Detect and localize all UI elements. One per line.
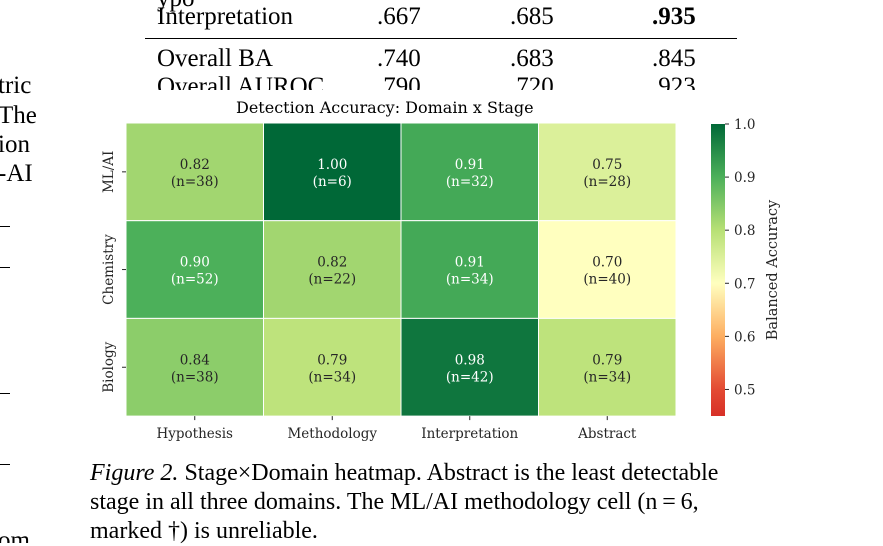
cell-n-label: (n=34): [446, 272, 494, 288]
cell-n-label: (n=28): [583, 174, 631, 190]
cell-n-label: (n=40): [583, 272, 631, 288]
cell-n-label: (n=6): [313, 174, 352, 190]
table-cell: .740: [377, 45, 421, 72]
colorbar-tick-label: 0.7: [734, 276, 755, 292]
cell-value-label: 1.00: [317, 157, 347, 173]
heatmap-cell: [538, 122, 677, 222]
heatmap-cell: [400, 122, 539, 222]
chart-title: Detection Accuracy: Domain x Stage: [236, 98, 534, 117]
cell-n-label: (n=38): [171, 369, 219, 385]
caption-line-1: Figure 2. Stage×Domain heatmap. Abstract…: [90, 459, 718, 488]
colorbar-tick-label: 0.6: [734, 329, 755, 345]
heatmap-cell: [263, 122, 402, 222]
heatmap-cell: [263, 220, 402, 319]
cell-n-label: (n=32): [446, 174, 494, 190]
cell-value-label: 0.79: [317, 352, 347, 368]
heatmap-cell: [400, 317, 539, 417]
x-tick-label: Abstract: [577, 426, 637, 442]
heatmap-cell: [125, 122, 264, 222]
y-tick-label: ML/AI: [101, 151, 117, 193]
margin-rule: [0, 226, 10, 227]
cell-value-label: 0.75: [592, 157, 622, 173]
heatmap-cell: [263, 317, 402, 417]
x-tick-label: Methodology: [287, 426, 377, 442]
cell-value-label: 0.84: [180, 352, 210, 368]
heatmap-cell: [538, 220, 677, 319]
cell-n-label: (n=34): [583, 369, 631, 385]
margin-rule: [0, 464, 10, 465]
cell-n-label: (n=52): [171, 272, 219, 288]
x-tick-label: Interpretation: [421, 426, 518, 442]
colorbar-tick-label: 0.9: [734, 170, 755, 186]
heatmap-cell: [125, 220, 264, 319]
margin-line: The: [0, 102, 37, 129]
margin-rule: [0, 267, 10, 268]
margin-line: -AI: [0, 160, 33, 187]
cell-value-label: 0.98: [455, 352, 485, 368]
cell-value-label: 0.82: [180, 157, 210, 173]
table-row-label: Overall BA: [157, 45, 273, 72]
y-tick-label: Biology: [101, 341, 117, 392]
table-row-label: Interpretation: [157, 3, 294, 30]
cell-value-label: 0.91: [455, 255, 485, 271]
cell-n-label: (n=34): [308, 369, 356, 385]
colorbar-label: Balanced Accuracy: [765, 199, 781, 340]
table-cell: .667: [377, 3, 421, 30]
cell-value-label: 0.90: [180, 255, 210, 271]
colorbar-tick-label: 1.0: [734, 117, 755, 133]
table-cell: .923: [652, 73, 696, 90]
caption-text: Stage×Domain heatmap. Abstract is the le…: [184, 460, 719, 486]
figure-label: Figure 2.: [90, 460, 179, 486]
cell-value-label: 0.91: [455, 157, 485, 173]
table-cell: .845: [652, 45, 696, 72]
colorbar-tick-label: 0.8: [734, 223, 755, 239]
table-cell: .720: [510, 73, 554, 90]
margin-line-clipped: om: [0, 528, 30, 543]
cell-n-label: (n=22): [308, 272, 356, 288]
table-row-partial-top: ypo: [157, 0, 195, 14]
colorbar: [711, 124, 725, 416]
cell-n-label: (n=38): [171, 174, 219, 190]
table-row-clipped: Overall AUROC .790 .720 .923: [150, 70, 750, 90]
heatmap-cell: [538, 317, 677, 417]
table-cell: .685: [510, 3, 554, 30]
y-tick-label: Chemistry: [101, 234, 117, 305]
caption-line-2: stage in all three domains. The ML/AI me…: [90, 489, 699, 515]
table-rule: [145, 38, 737, 39]
caption-line-3: marked †) is unreliable.: [90, 518, 318, 544]
heatmap-cell: [125, 317, 264, 417]
heatmap-cell: [400, 220, 539, 319]
cell-value-label: 0.70: [592, 255, 622, 271]
colorbar-tick-label: 0.5: [734, 382, 755, 398]
margin-line: tric: [0, 72, 32, 99]
table-cell-best: .935: [652, 3, 696, 30]
margin-rule: [0, 393, 10, 394]
cell-n-label: (n=42): [446, 369, 494, 385]
margin-line: ion: [0, 131, 30, 158]
cell-value-label: 0.82: [317, 255, 347, 271]
table-cell: .790: [377, 73, 421, 90]
cell-value-label: 0.79: [592, 352, 622, 368]
table-row-label: Overall AUROC: [157, 73, 325, 90]
table-cell: .683: [510, 45, 554, 72]
x-tick-label: Hypothesis: [157, 426, 234, 442]
